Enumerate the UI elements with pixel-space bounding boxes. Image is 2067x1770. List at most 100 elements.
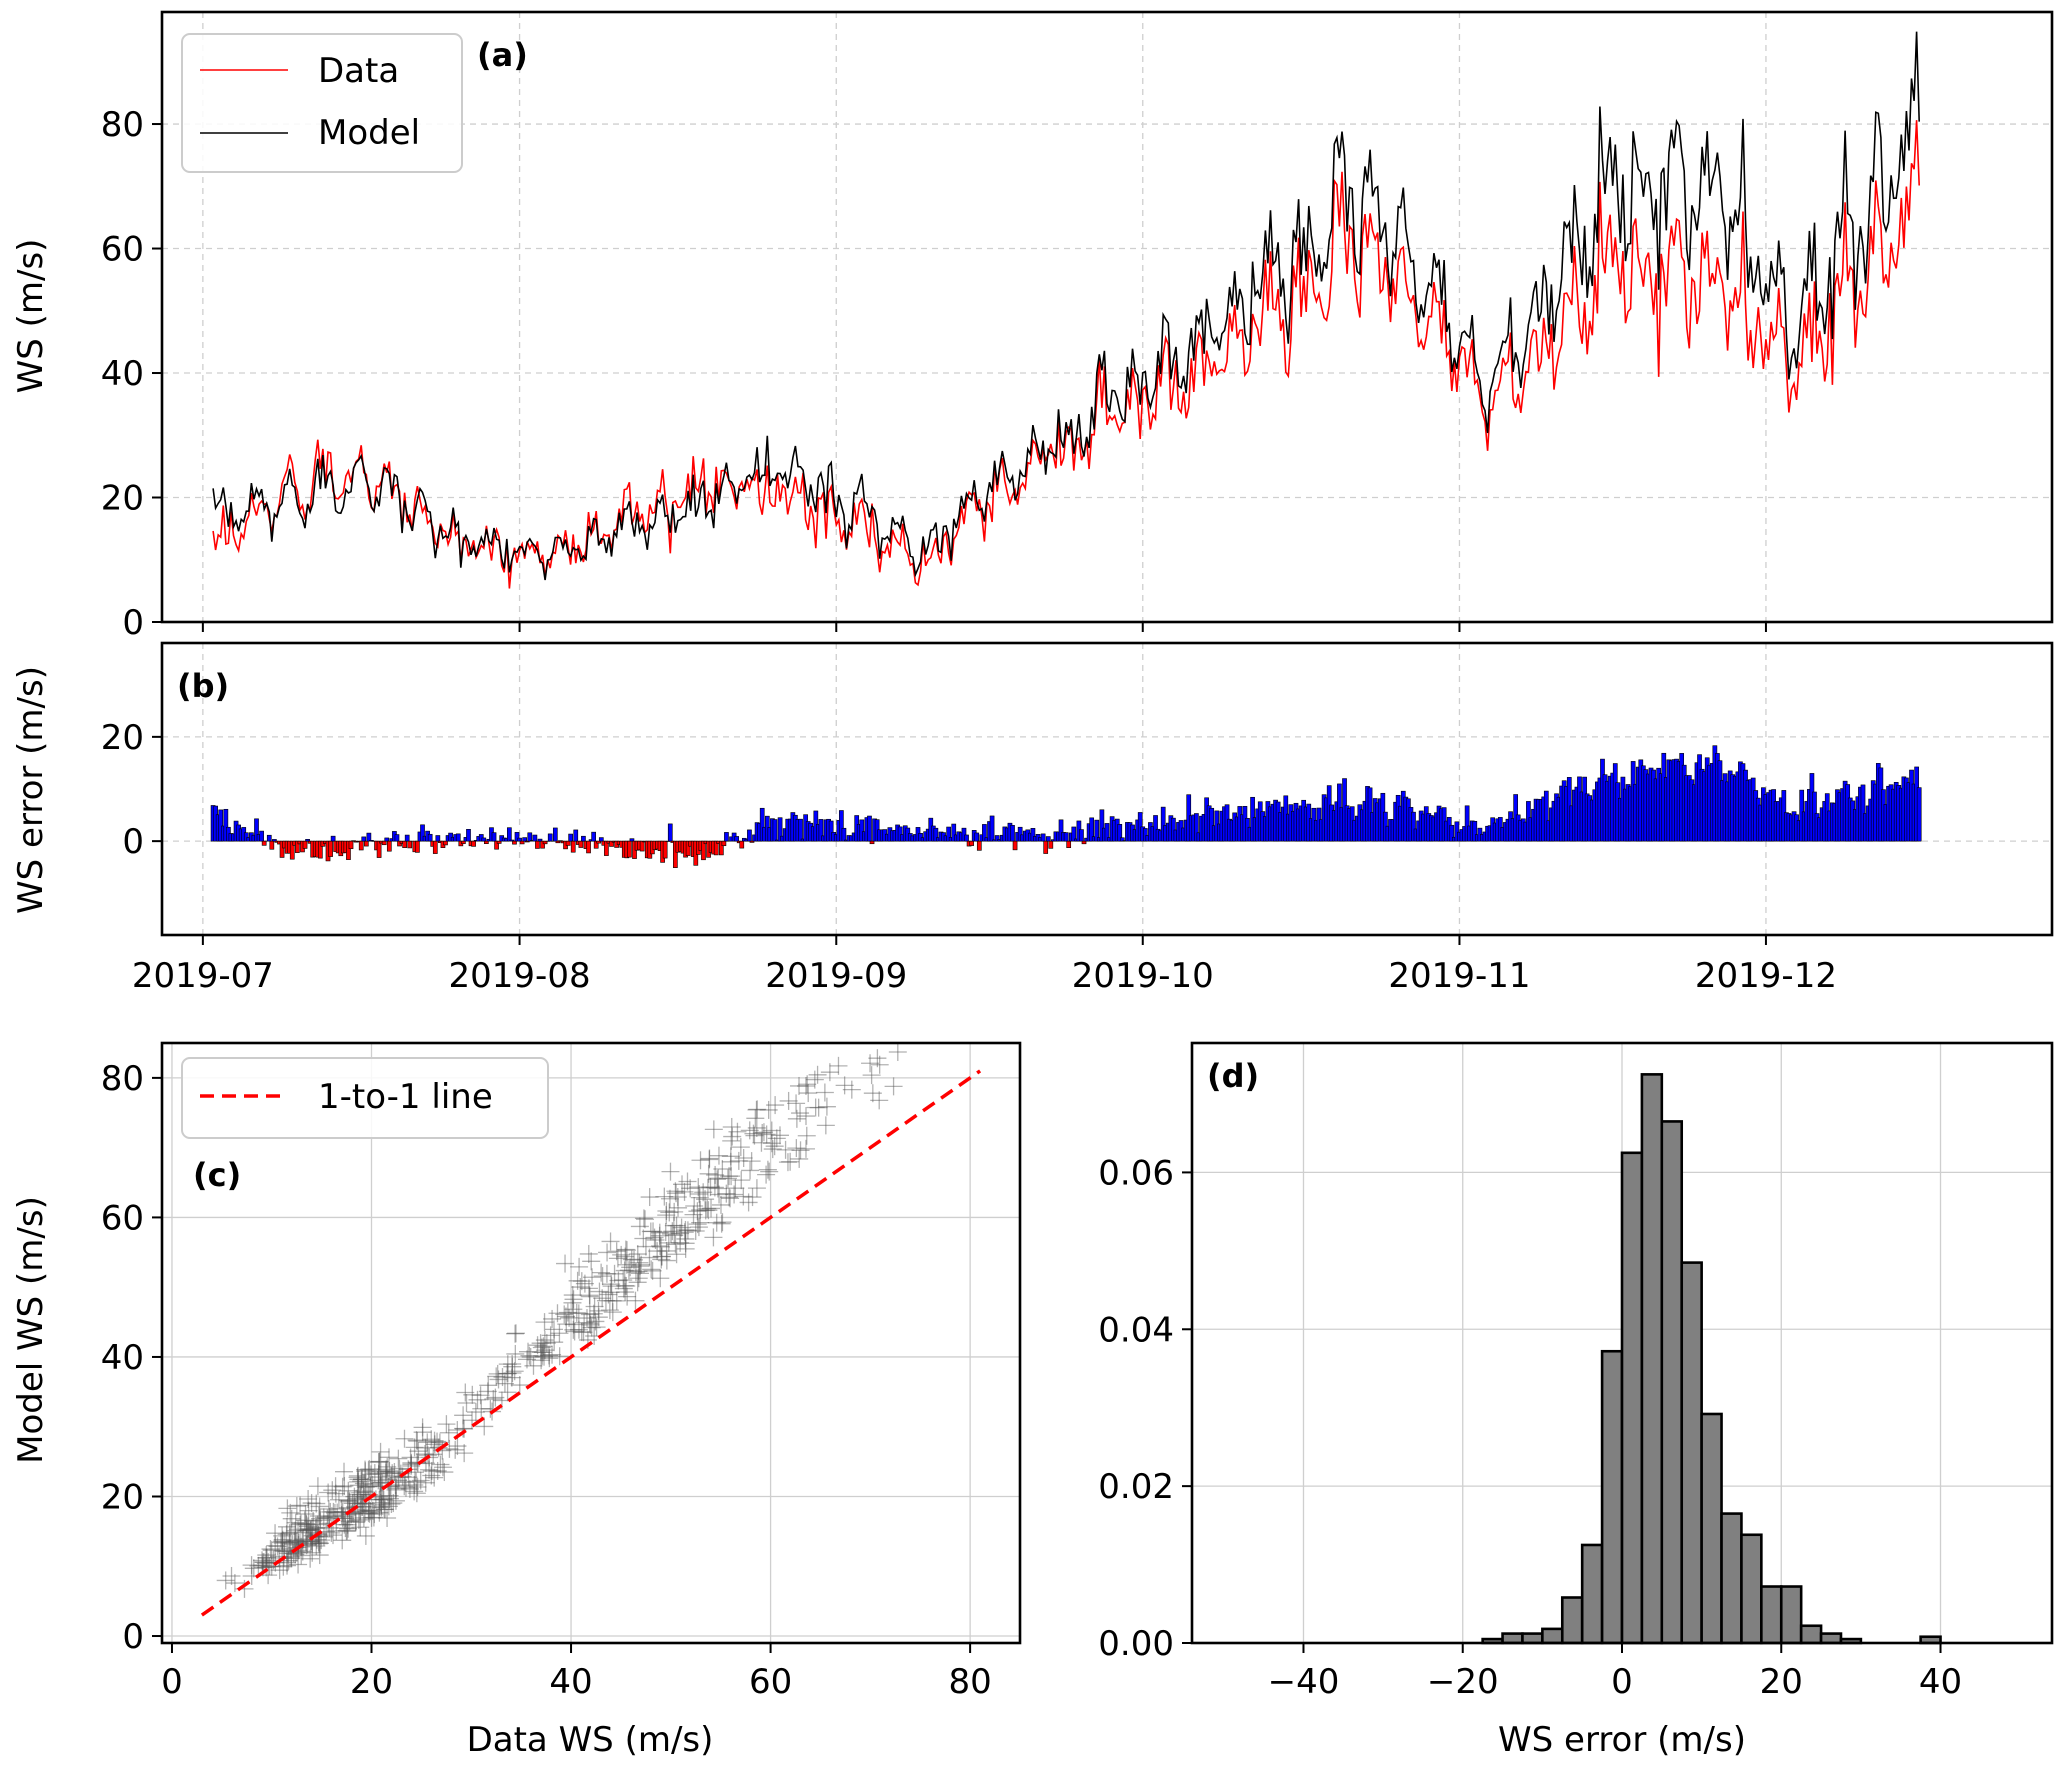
scatter-point — [657, 1251, 676, 1270]
scatter-point — [778, 1153, 797, 1172]
scatter-point — [318, 1509, 337, 1528]
scatter-point — [626, 1263, 645, 1282]
scatter-point — [601, 1232, 620, 1251]
scatter-point — [640, 1188, 659, 1207]
histogram-bar — [1680, 1261, 1703, 1645]
error-bar — [471, 840, 476, 847]
error-bar — [1010, 825, 1015, 842]
error-bar — [254, 818, 259, 842]
scatter-point — [564, 1300, 583, 1319]
scatter-point — [362, 1508, 381, 1527]
scatter-point — [545, 1320, 564, 1339]
scatter-point — [371, 1474, 390, 1493]
scatter-point — [385, 1463, 404, 1482]
scatter-point — [324, 1502, 343, 1521]
scatter-point — [390, 1459, 409, 1478]
error-bar — [358, 840, 364, 851]
histogram-bar — [1799, 1624, 1823, 1645]
scatter-point — [280, 1524, 299, 1543]
scatter-point — [659, 1233, 678, 1252]
error-bar — [1017, 826, 1023, 842]
scatter-point — [541, 1326, 560, 1345]
error-bar — [386, 840, 392, 852]
scatter-point — [456, 1383, 475, 1402]
scatter-point — [425, 1431, 444, 1450]
scatter-point — [389, 1468, 408, 1487]
scatter-point — [765, 1137, 784, 1156]
scatter-point — [348, 1489, 367, 1508]
scatter-point — [335, 1515, 354, 1534]
scatter-point — [281, 1503, 300, 1522]
error-bar — [1071, 826, 1077, 842]
scatter-point — [622, 1250, 641, 1269]
scatter-point — [708, 1179, 727, 1198]
error-bar — [1153, 815, 1158, 842]
scatter-point — [634, 1229, 653, 1248]
error-bar — [427, 833, 433, 842]
scatter-point — [309, 1533, 328, 1552]
scatter-point — [629, 1262, 648, 1281]
scatter-point — [689, 1218, 708, 1237]
scatter-point — [597, 1264, 616, 1283]
error-bar — [581, 835, 586, 842]
scatter-point — [359, 1503, 378, 1522]
scatter-point — [361, 1477, 380, 1496]
scatter-point — [440, 1439, 459, 1458]
error-bar — [1160, 806, 1166, 842]
scatter-point — [628, 1245, 647, 1264]
scatter-point — [349, 1476, 368, 1495]
scatter-point — [684, 1205, 703, 1224]
error-bar — [1119, 837, 1125, 842]
error-bar — [565, 840, 571, 846]
scatter-point — [322, 1523, 341, 1542]
error-bar — [269, 840, 275, 850]
scatter-point — [407, 1431, 426, 1450]
error-bar — [361, 836, 367, 842]
model-series-line — [212, 31, 1920, 581]
scatter-point — [614, 1279, 633, 1298]
scatter-point — [766, 1096, 785, 1115]
scatter-point — [582, 1318, 601, 1337]
scatter-point — [323, 1481, 342, 1500]
scatter-point — [370, 1452, 389, 1471]
error-bar — [818, 819, 824, 842]
scatter-point — [407, 1484, 426, 1503]
scatter-point — [378, 1508, 397, 1527]
error-bar — [1063, 832, 1069, 842]
scatter-point — [667, 1184, 686, 1203]
error-bar — [266, 834, 272, 842]
scatter-point — [446, 1440, 465, 1459]
scatter-point — [704, 1228, 723, 1247]
x-tick-label: −40 — [1268, 1662, 1340, 1702]
scatter-point — [373, 1490, 392, 1509]
error-bar — [1030, 828, 1036, 842]
scatter-point — [617, 1241, 636, 1260]
scatter-point — [722, 1131, 741, 1150]
scatter-point — [375, 1500, 394, 1519]
scatter-point — [311, 1511, 330, 1530]
scatter-point — [752, 1133, 771, 1152]
scatter-point — [291, 1515, 310, 1534]
error-bar — [662, 840, 668, 859]
panel-b-ylabel: WS error (m/s) — [11, 666, 51, 914]
scatter-point — [660, 1203, 679, 1222]
scatter-point — [307, 1536, 326, 1555]
histogram-bar — [1501, 1632, 1524, 1645]
scatter-point — [569, 1304, 588, 1323]
scatter-point — [575, 1313, 594, 1332]
histogram-bar — [1700, 1412, 1723, 1645]
histogram-bar — [1819, 1632, 1843, 1645]
scatter-point — [356, 1483, 375, 1502]
scatter-point — [580, 1287, 599, 1306]
y-tick-label: 40 — [101, 1338, 144, 1378]
error-bar — [897, 826, 903, 842]
scatter-point — [863, 1084, 882, 1103]
x-tick-label: 2019-07 — [132, 956, 274, 996]
scatter-point — [586, 1312, 605, 1331]
scatter-point — [286, 1521, 305, 1540]
panel-b-error-bars: 020 2019-07 2019-08 2019-09 2019-10 2019-11 2… — [11, 641, 2054, 996]
error-bar — [527, 832, 533, 842]
x-tick-label: 2019-08 — [449, 956, 591, 996]
scatter-point — [796, 1107, 815, 1126]
scatter-point — [498, 1355, 517, 1374]
